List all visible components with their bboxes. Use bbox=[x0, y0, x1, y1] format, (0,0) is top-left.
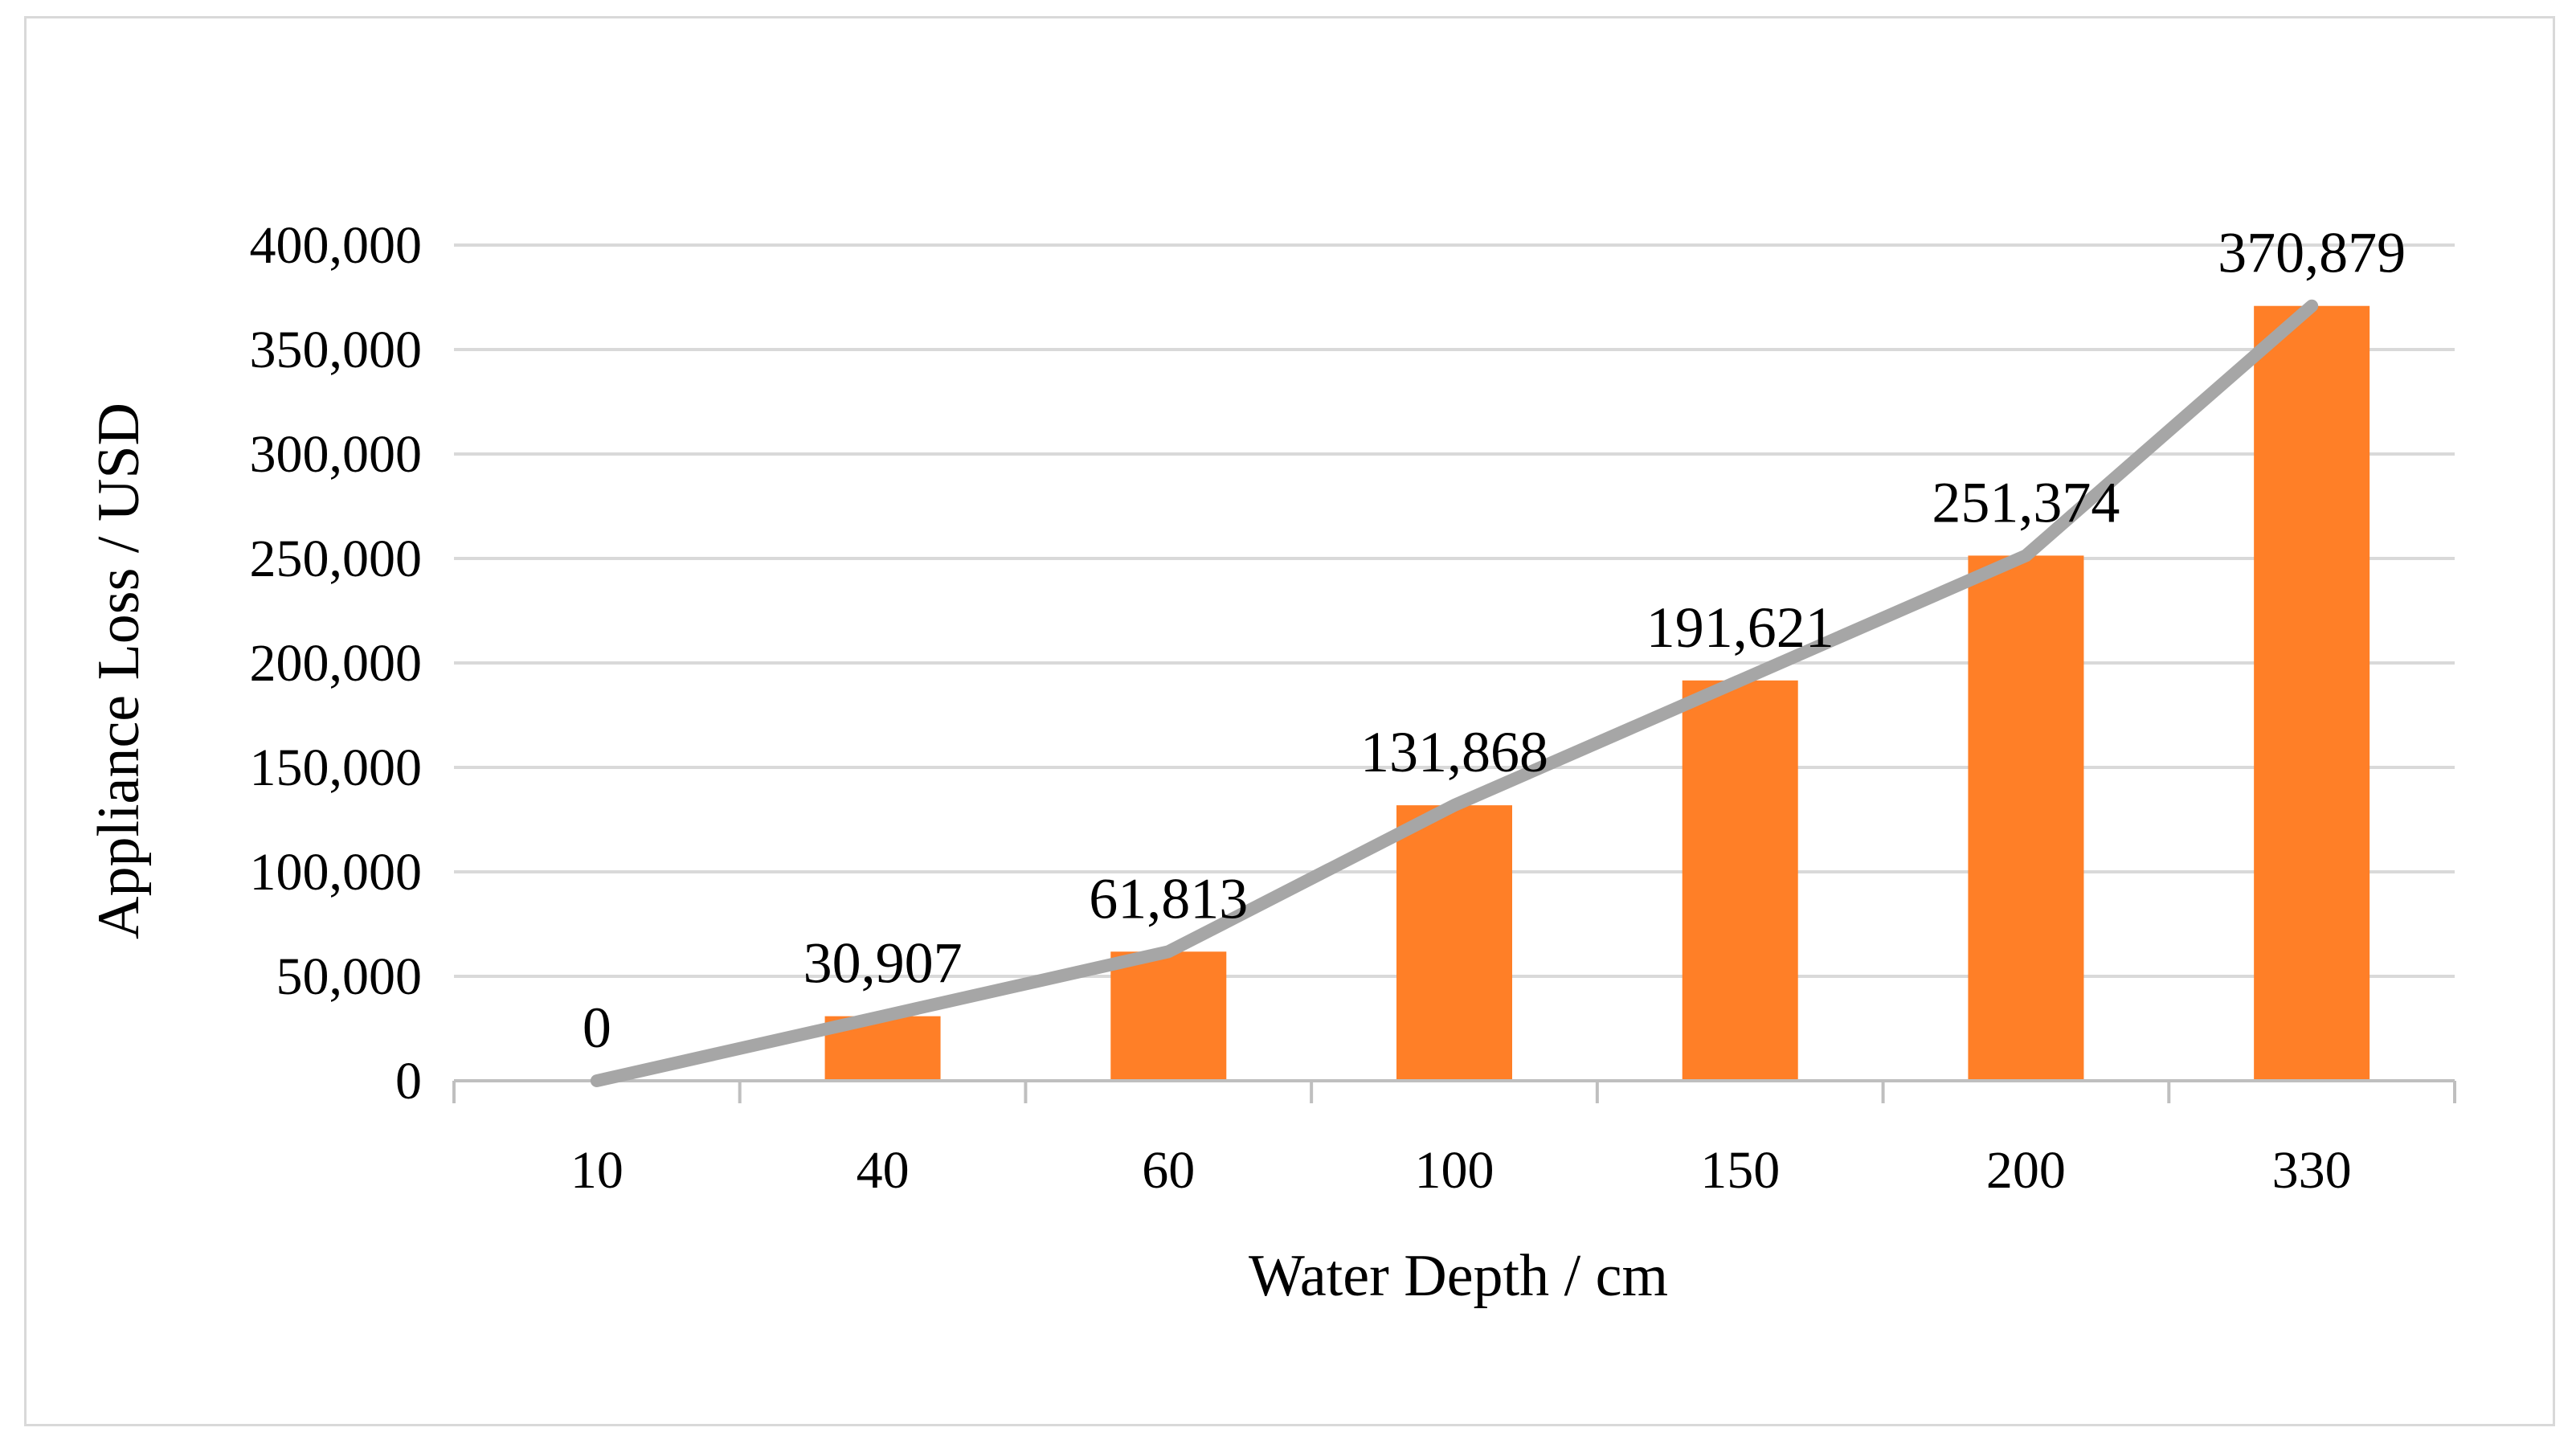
x-tick-label: 10 bbox=[570, 1141, 624, 1200]
trend-line-group bbox=[590, 299, 2319, 1087]
x-tick-label: 100 bbox=[1415, 1141, 1494, 1200]
bars bbox=[824, 305, 2370, 1081]
bar bbox=[1110, 951, 1227, 1081]
y-tick-label: 200,000 bbox=[250, 634, 423, 693]
y-tick-label: 350,000 bbox=[250, 321, 423, 379]
x-tick-label: 200 bbox=[1986, 1141, 2066, 1200]
y-axis-title: Appliance Loss / USD bbox=[86, 403, 152, 939]
y-tick-label: 150,000 bbox=[250, 738, 423, 797]
y-tick-label: 400,000 bbox=[250, 216, 423, 275]
y-axis-tick-labels: 0 50,000 100,000 150,000 200,000 250,000 300,0… bbox=[250, 216, 423, 1111]
bar bbox=[1968, 555, 2084, 1081]
y-tick-label: 250,000 bbox=[250, 530, 423, 588]
x-axis bbox=[452, 1079, 2456, 1103]
data-label: 61,813 bbox=[1089, 866, 1248, 931]
data-label: 191,621 bbox=[1646, 595, 1834, 660]
trend-line bbox=[590, 299, 2319, 1087]
bar bbox=[1396, 805, 1512, 1081]
x-tick-label: 60 bbox=[1142, 1141, 1195, 1200]
data-labels: 0 30,907 61,813 131,868 191,621 251,374 370,87… bbox=[583, 221, 2406, 1060]
x-axis-tick-labels: 10 40 60 100 150 200 330 bbox=[570, 1141, 2352, 1200]
bar bbox=[1682, 680, 1798, 1081]
y-tick-label: 100,000 bbox=[250, 843, 423, 902]
y-tick-label: 50,000 bbox=[276, 947, 423, 1006]
x-tick-label: 150 bbox=[1700, 1141, 1780, 1200]
data-label: 30,907 bbox=[803, 931, 963, 996]
x-tick-label: 40 bbox=[857, 1141, 910, 1200]
gridlines bbox=[454, 243, 2455, 978]
data-label: 370,879 bbox=[2218, 221, 2406, 285]
y-tick-label: 0 bbox=[395, 1052, 422, 1111]
chart-frame bbox=[24, 16, 2555, 1426]
x-tick-label: 330 bbox=[2272, 1141, 2352, 1200]
x-axis-title: Water Depth / cm bbox=[1249, 1243, 1668, 1309]
data-label: 131,868 bbox=[1360, 720, 1548, 784]
data-label: 0 bbox=[583, 996, 611, 1060]
data-label: 251,374 bbox=[1932, 470, 2120, 534]
bar bbox=[2254, 305, 2370, 1081]
y-tick-label: 300,000 bbox=[250, 425, 423, 484]
